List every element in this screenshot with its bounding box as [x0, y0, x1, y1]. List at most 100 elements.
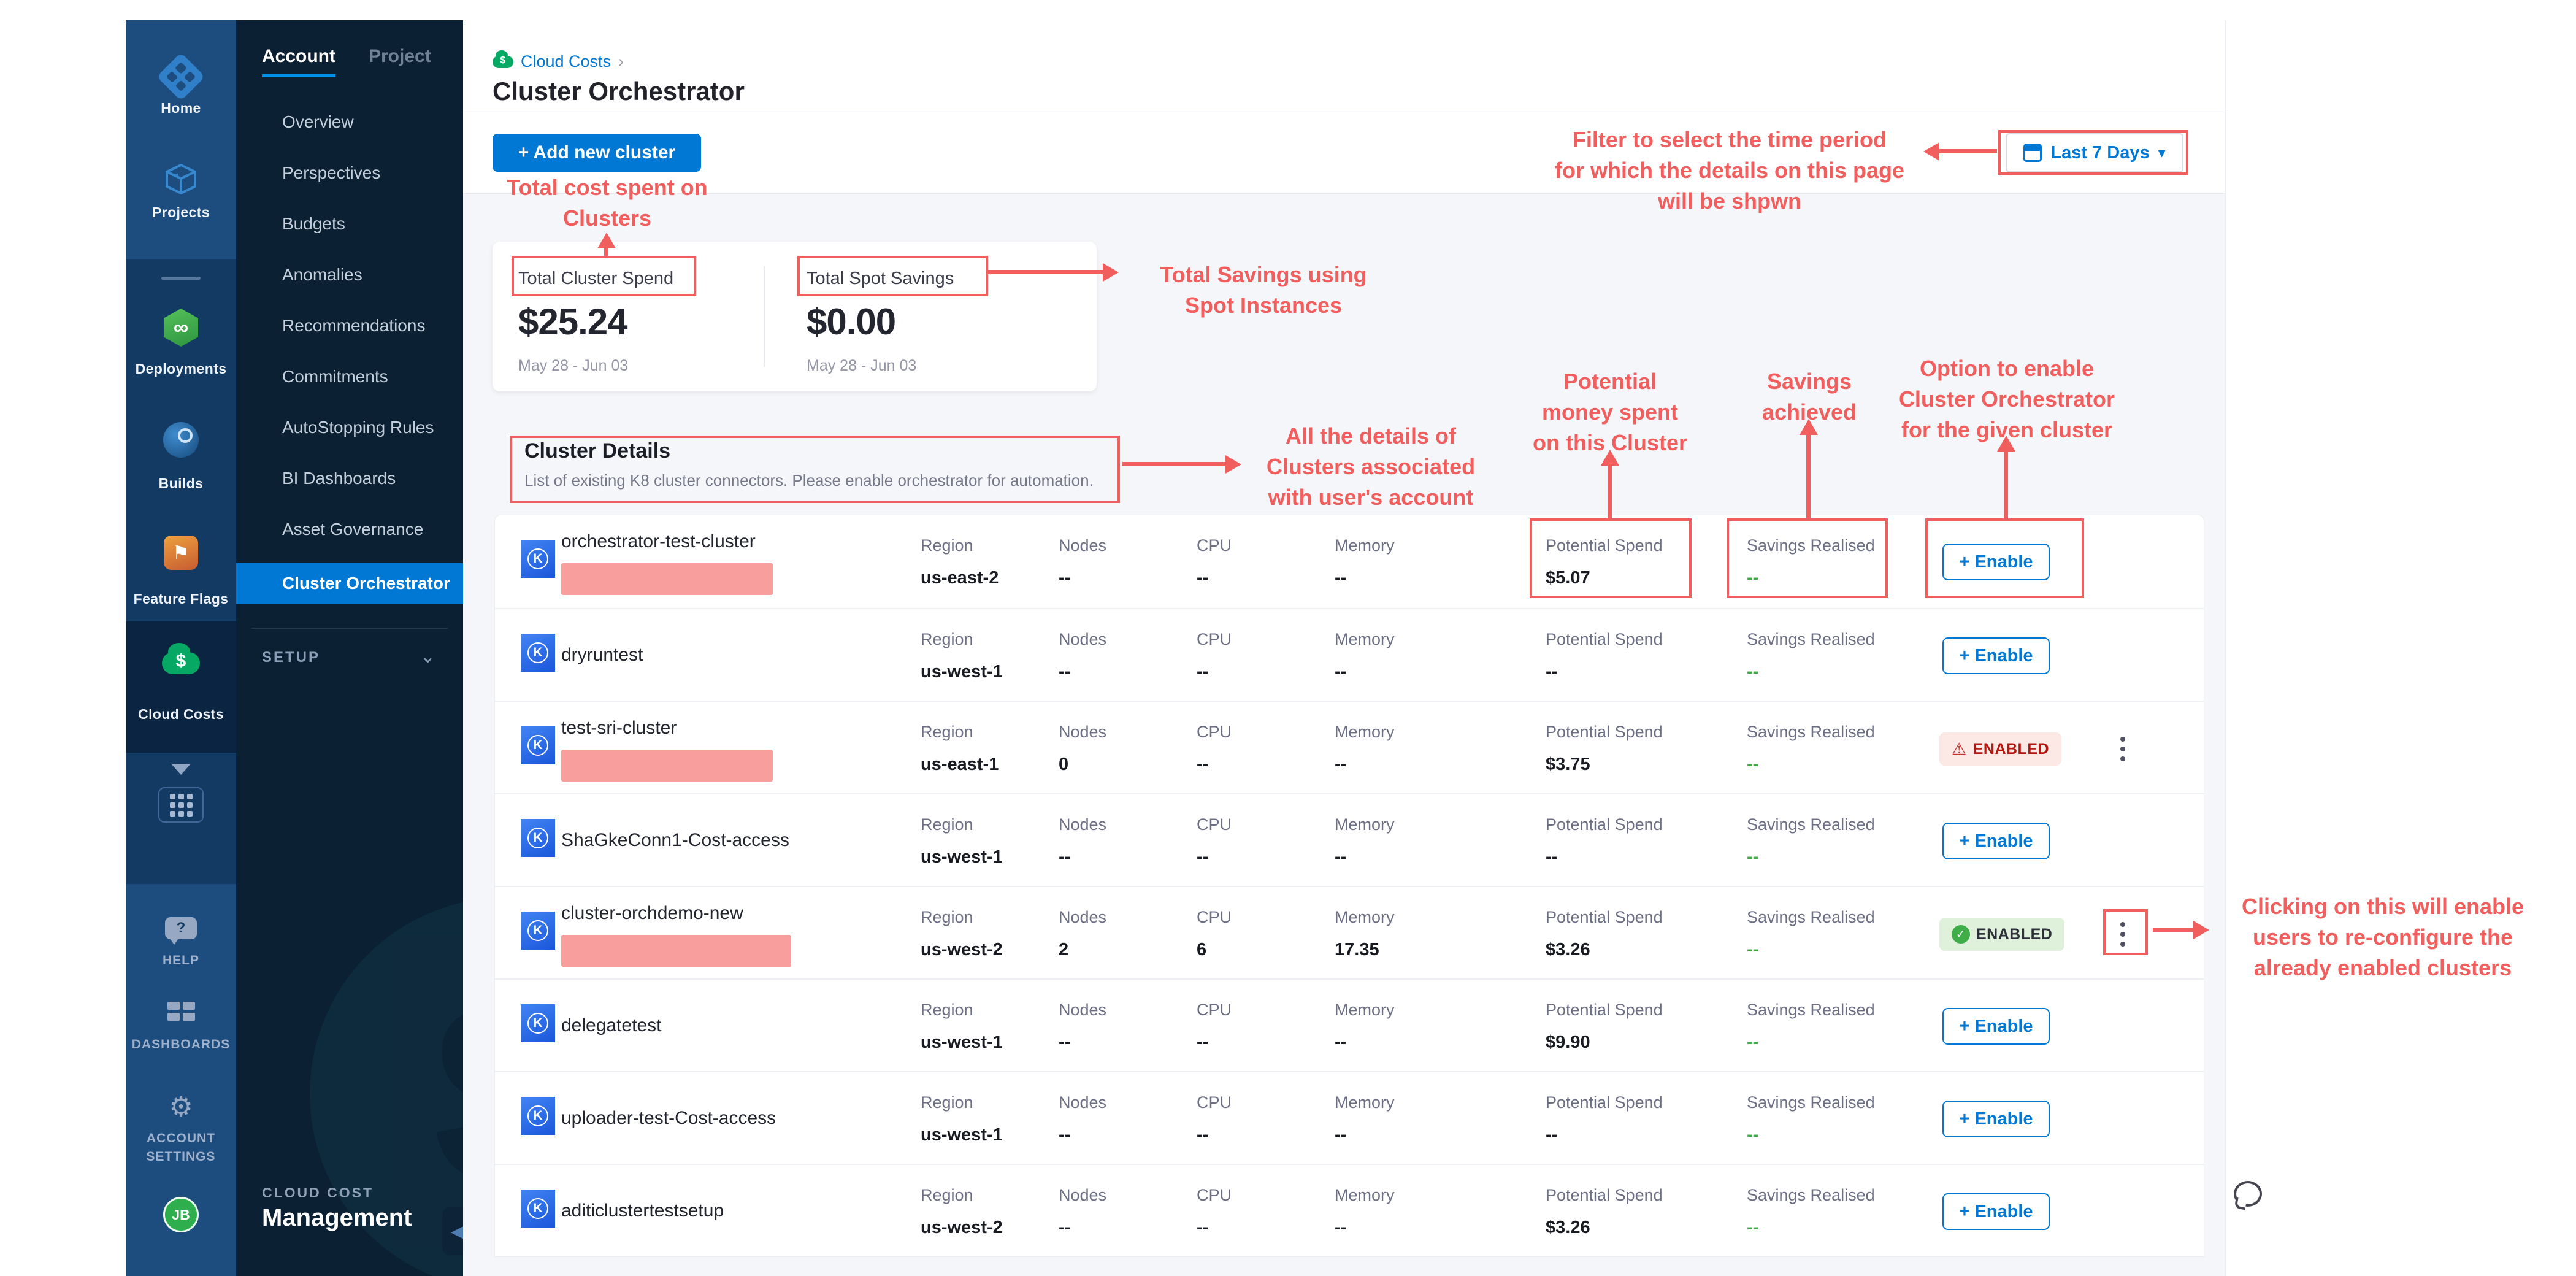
- stat-value: $25.24: [518, 301, 628, 342]
- enable-button[interactable]: + Enable: [1942, 544, 2050, 580]
- annotation-box-enable-button: [1925, 518, 2084, 598]
- content-body: Total Cluster Spend $25.24 May 28 - Jun …: [463, 193, 2225, 1276]
- annotation-filter: Filter to select the time period for whi…: [1554, 127, 1905, 213]
- cluster-name[interactable]: cluster-orchdemo-new: [561, 903, 743, 923]
- cluster-name[interactable]: aditiclustertestsetup: [561, 1201, 724, 1221]
- kubernetes-icon: K: [521, 912, 555, 950]
- enabled-error-badge: ⚠ ENABLED: [1939, 732, 2062, 766]
- sidebar-item-commitments[interactable]: Commitments: [282, 367, 388, 386]
- chevron-down-icon[interactable]: [126, 764, 236, 775]
- cluster-name[interactable]: ShaGkeConn1-Cost-access: [561, 830, 789, 850]
- sidebar-item-home[interactable]: Home: [161, 100, 201, 116]
- enable-button[interactable]: + Enable: [1942, 823, 2050, 859]
- kubernetes-icon: K: [521, 1190, 555, 1228]
- cluster-name[interactable]: uploader-test-Cost-access: [561, 1108, 776, 1128]
- sidebar-item-budgets[interactable]: Budgets: [282, 214, 345, 233]
- gear-icon[interactable]: ⚙: [169, 1092, 193, 1122]
- sidebar-item-feature-flags[interactable]: Feature Flags: [133, 591, 229, 607]
- sidebar-item-anomalies[interactable]: Anomalies: [282, 265, 362, 284]
- kebab-menu[interactable]: [2109, 730, 2136, 768]
- annotation-arrow-up: [1997, 436, 2015, 518]
- collapse-sidebar-button[interactable]: ◀: [442, 1207, 463, 1255]
- kubernetes-icon: K: [521, 634, 555, 672]
- setup-section-label[interactable]: SETUP: [262, 649, 321, 666]
- add-new-cluster-button[interactable]: + Add new cluster: [493, 134, 701, 172]
- projects-icon[interactable]: [126, 161, 236, 197]
- page-title: Cluster Orchestrator: [493, 77, 745, 106]
- calendar-icon: [2023, 144, 2042, 162]
- sidebar-item-account-settings[interactable]: ACCOUNT SETTINGS: [146, 1131, 216, 1164]
- module-grid-icon[interactable]: [126, 787, 236, 823]
- annotation-box-total-spot-savings: [797, 256, 988, 296]
- home-icon[interactable]: [126, 52, 236, 101]
- stat-label: Total Spot Savings: [807, 269, 954, 288]
- sidebar-item-bi-dashboards[interactable]: BI Dashboards: [282, 469, 396, 488]
- sidebar-item-cluster-orchestrator[interactable]: Cluster Orchestrator: [236, 563, 463, 604]
- help-chat-icon[interactable]: [2234, 1181, 2262, 1207]
- section-subtitle: List of existing K8 cluster connectors. …: [524, 471, 1094, 490]
- tab-project[interactable]: Project: [369, 46, 431, 66]
- breadcrumb: $ Cloud Costs ›: [493, 50, 624, 71]
- main-content: $ Cloud Costs › Cluster Orchestrator + A…: [463, 20, 2226, 1276]
- help-icon[interactable]: ?: [126, 917, 236, 945]
- table-row: K test-sri-cluster Region us-east-1 Nodes…: [495, 701, 2204, 793]
- sidebar-item-recommendations[interactable]: Recommendations: [282, 316, 426, 335]
- tab-account[interactable]: Account: [262, 46, 335, 77]
- setup-chevron-icon[interactable]: ⌄: [420, 647, 435, 667]
- avatar[interactable]: JB: [126, 1197, 236, 1232]
- section-title: Cluster Details: [524, 439, 671, 463]
- builds-icon[interactable]: [126, 422, 236, 458]
- annotation-arrow-up: [1601, 450, 1619, 518]
- enable-button[interactable]: + Enable: [1942, 1193, 2050, 1230]
- annotation-arrow-up: [1800, 419, 1818, 518]
- annotation-cluster-details: All the details of Clusters associated w…: [1266, 423, 1476, 510]
- sidebar-item-autostopping-rules[interactable]: AutoStopping Rules: [282, 418, 434, 437]
- cluster-name[interactable]: orchestrator-test-cluster: [561, 531, 756, 552]
- sidebar-item-perspectives[interactable]: Perspectives: [282, 163, 381, 182]
- sidebar-item-dashboards[interactable]: DASHBOARDS: [131, 1037, 231, 1051]
- breadcrumb-link[interactable]: Cloud Costs: [521, 52, 611, 71]
- sidebar-item-projects[interactable]: Projects: [152, 204, 210, 220]
- stat-period: May 28 - Jun 03: [807, 357, 917, 374]
- annotation-enable-option: Option to enable Cluster Orchestrator fo…: [1898, 356, 2115, 442]
- sidebar-item-cloud-costs[interactable]: Cloud Costs: [138, 706, 224, 722]
- annotation-potential-spend: Potential money spent on this Cluster: [1532, 369, 1688, 455]
- enable-button[interactable]: + Enable: [1942, 1101, 2050, 1137]
- check-icon: ✓: [1952, 925, 1970, 944]
- table-row: K delegatetest Region us-west-1 Nodes -- C…: [495, 978, 2204, 1071]
- enable-button[interactable]: + Enable: [1942, 1008, 2050, 1045]
- kubernetes-icon: K: [521, 1004, 555, 1042]
- kebab-menu[interactable]: [2109, 915, 2136, 953]
- annotation-box-kebab: [2103, 909, 2148, 955]
- feature-flags-icon[interactable]: ⚑: [126, 536, 236, 570]
- table-row: K aditiclustertestsetup Region us-west-2 …: [495, 1164, 2204, 1256]
- sidebar-item-overview[interactable]: Overview: [282, 112, 354, 131]
- deployments-icon[interactable]: ∞: [126, 309, 236, 347]
- module-rail: Home Projects ∞ Deployments Builds ⚑ Fea…: [126, 20, 236, 1276]
- cluster-name[interactable]: delegatetest: [561, 1015, 662, 1036]
- sidebar-item-builds[interactable]: Builds: [158, 475, 204, 491]
- cloud-costs-icon[interactable]: $: [126, 642, 236, 674]
- annotation-box-date-filter: [1998, 130, 2188, 175]
- table-row: K uploader-test-Cost-access Region us-wes…: [495, 1071, 2204, 1164]
- sidebar-item-help[interactable]: HELP: [162, 953, 199, 967]
- summary-card: Total Cluster Spend $25.24 May 28 - Jun …: [493, 242, 1097, 391]
- enable-button[interactable]: + Enable: [1942, 637, 2050, 674]
- active-module-highlight: [126, 621, 236, 753]
- cluster-name[interactable]: dryruntest: [561, 645, 643, 665]
- date-range-filter[interactable]: Last 7 Days ▾: [2006, 133, 2183, 172]
- sidebar-item-deployments[interactable]: Deployments: [135, 361, 227, 377]
- cluster-name[interactable]: test-sri-cluster: [561, 718, 677, 738]
- kubernetes-icon: K: [521, 540, 555, 578]
- annotation-arrow-up: [597, 233, 616, 257]
- dashboards-icon[interactable]: [126, 1002, 236, 1021]
- annotation-box-potential-spend: [1530, 518, 1692, 598]
- cluster-table: K orchestrator-test-cluster Region us-eas…: [494, 515, 2204, 1257]
- brand-title: Management: [262, 1204, 412, 1231]
- annotation-box-total-cluster-spend: [512, 256, 696, 296]
- kubernetes-icon: K: [521, 819, 555, 857]
- sidebar-item-asset-governance[interactable]: Asset Governance: [282, 520, 424, 539]
- annotation-cost-spent: Total cost spent on Clusters: [507, 175, 708, 231]
- table-row: K cluster-orchdemo-new Region us-west-2 N…: [495, 886, 2204, 978]
- dropdown-caret-icon: ▾: [2158, 144, 2166, 161]
